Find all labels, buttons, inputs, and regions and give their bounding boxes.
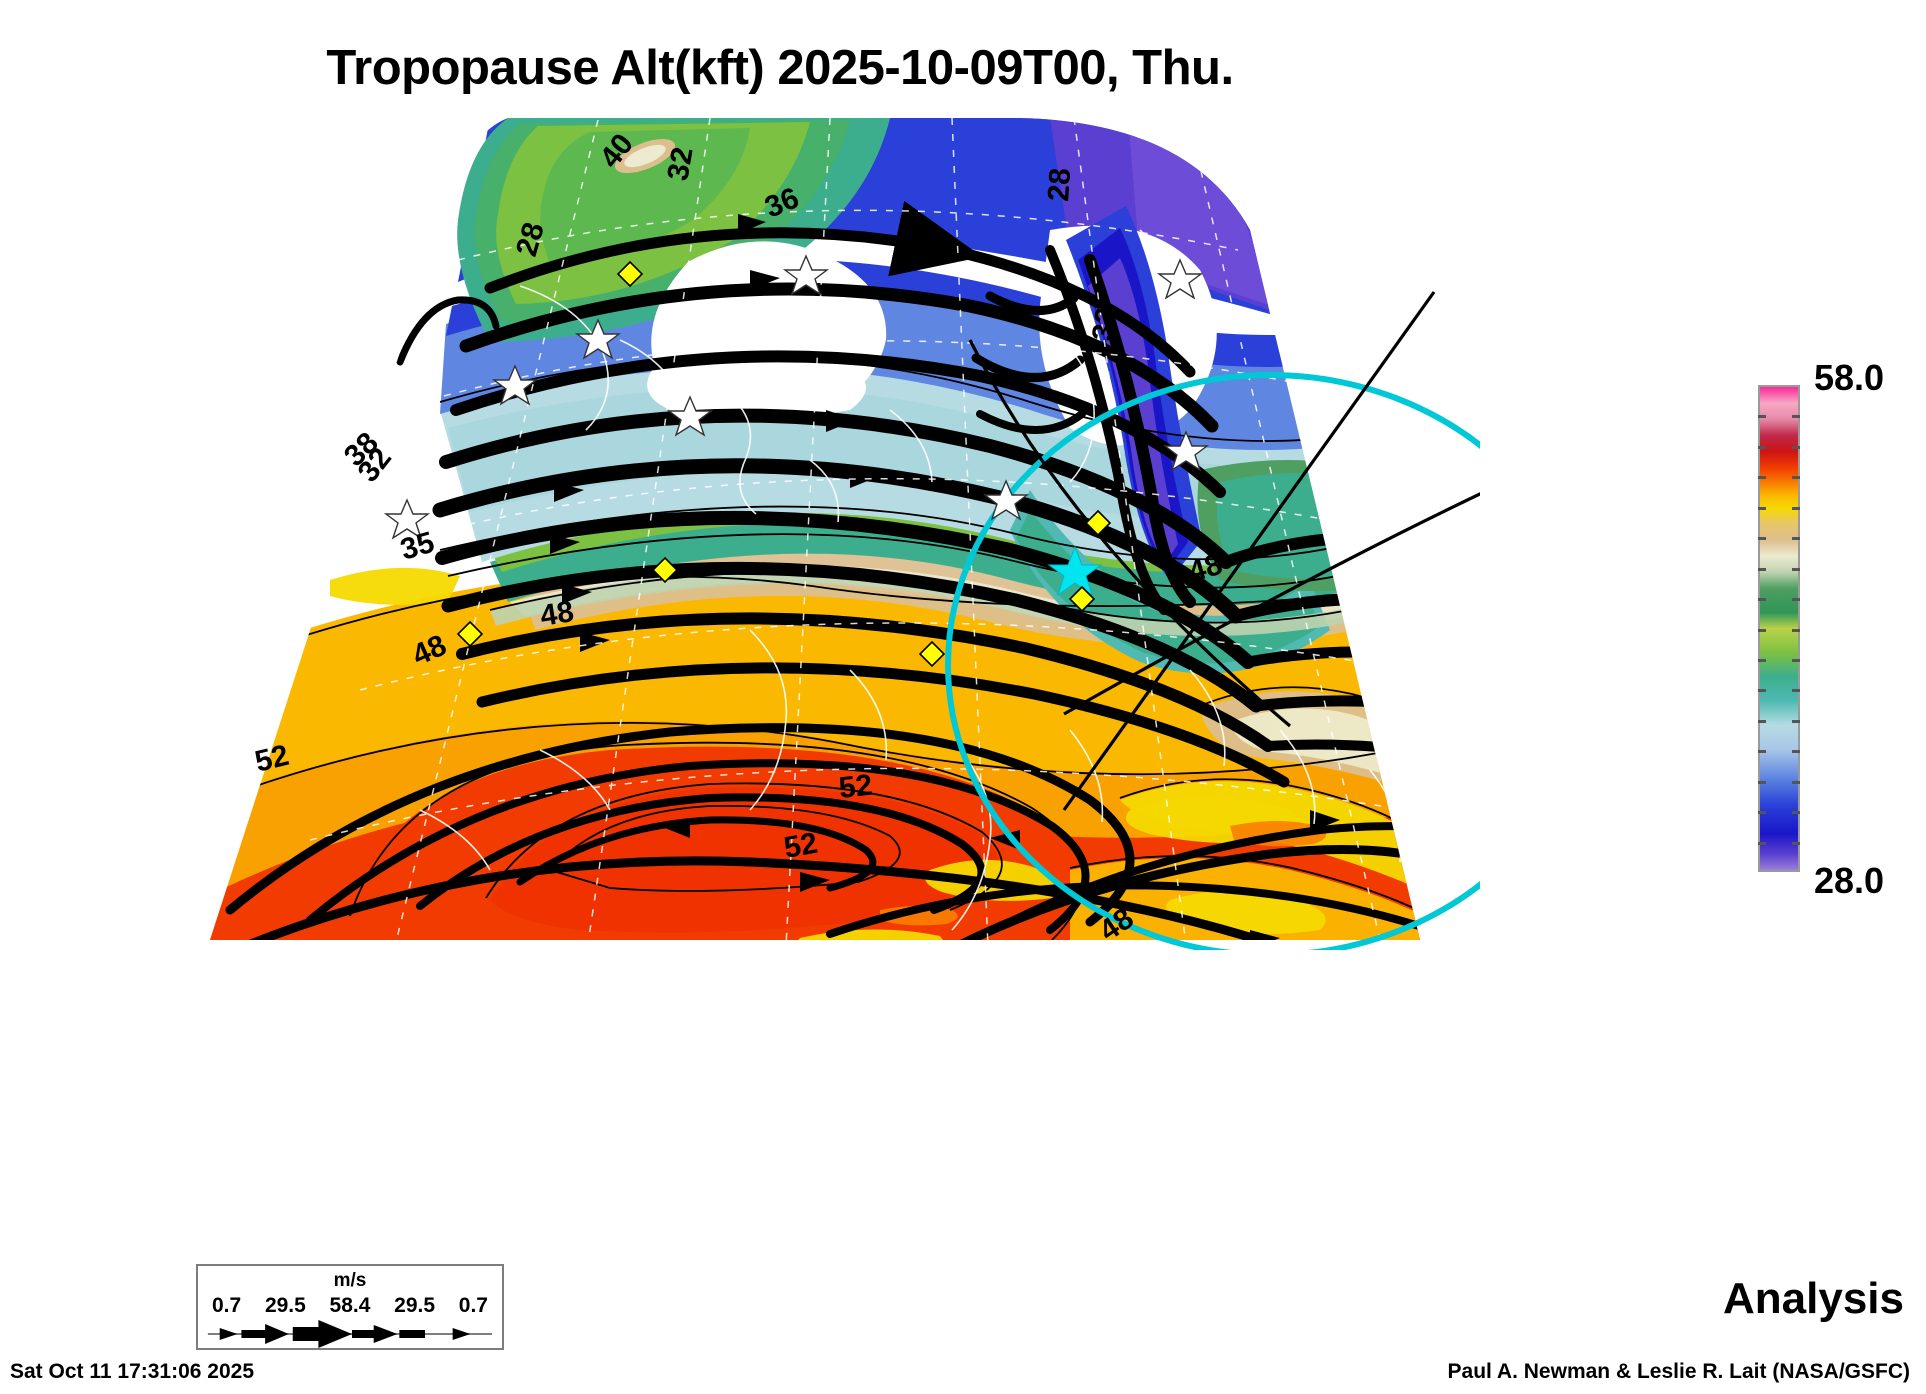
map-markers[interactable]: [383, 254, 1210, 668]
analysis-label: Analysis: [1723, 1274, 1904, 1323]
colorbar-max-label: 58.0: [1814, 357, 1885, 398]
svg-text:52: 52: [252, 739, 292, 779]
map-panel[interactable]: 40 32 36 28 28 32 x 38 32 35 48 48 48 52…: [190, 110, 1480, 950]
flight-track-lines: [968, 291, 1480, 811]
wind-barb-icons: [207, 1320, 493, 1348]
svg-text:28: 28: [1042, 167, 1077, 203]
wind-values: 0.7 29.5 58.4 29.5 0.7: [198, 1294, 502, 1318]
colorbar-gradient: [1760, 387, 1798, 870]
svg-text:32: 32: [661, 145, 699, 184]
colorbar-ticks: [1758, 385, 1800, 872]
wind-unit-label: m/s: [333, 1270, 367, 1291]
wind-value-3: 29.5: [394, 1294, 436, 1317]
svg-text:52: 52: [781, 827, 820, 865]
colorbar[interactable]: 58.0 28.0: [1758, 357, 1884, 901]
page-title: Tropopause Alt(kft) 2025-10-09T00, Thu.: [326, 41, 1234, 95]
cyan-swath-circle: [945, 372, 1480, 950]
cyan-star-marker[interactable]: [1047, 545, 1103, 597]
timestamp: Sat Oct 11 17:31:06 2025: [10, 1360, 255, 1383]
wind-value-0: 0.7: [212, 1294, 242, 1317]
wind-streamlines: [210, 200, 1420, 940]
credit: Paul A. Newman & Leslie R. Lait (NASA/GS…: [1447, 1360, 1910, 1383]
tropopause-map[interactable]: 40 32 36 28 28 32 x 38 32 35 48 48 48 52…: [190, 110, 1480, 950]
wind-scale-legend: m/s 0.7 29.5 58.4 29.5 0.7: [196, 1264, 504, 1350]
svg-text:52: 52: [837, 769, 874, 805]
colorbar-min-label: 28.0: [1814, 860, 1885, 901]
yellow-diamond-marker[interactable]: [456, 260, 1112, 668]
wind-value-2: 58.4: [329, 1294, 371, 1317]
lat-lon-grid: [309, 118, 1420, 940]
svg-text:32: 32: [1086, 305, 1123, 343]
svg-text:48: 48: [538, 595, 576, 633]
wind-value-4: 0.7: [458, 1294, 488, 1317]
wind-value-1: 29.5: [264, 1294, 306, 1317]
white-star-marker[interactable]: [383, 254, 1210, 540]
